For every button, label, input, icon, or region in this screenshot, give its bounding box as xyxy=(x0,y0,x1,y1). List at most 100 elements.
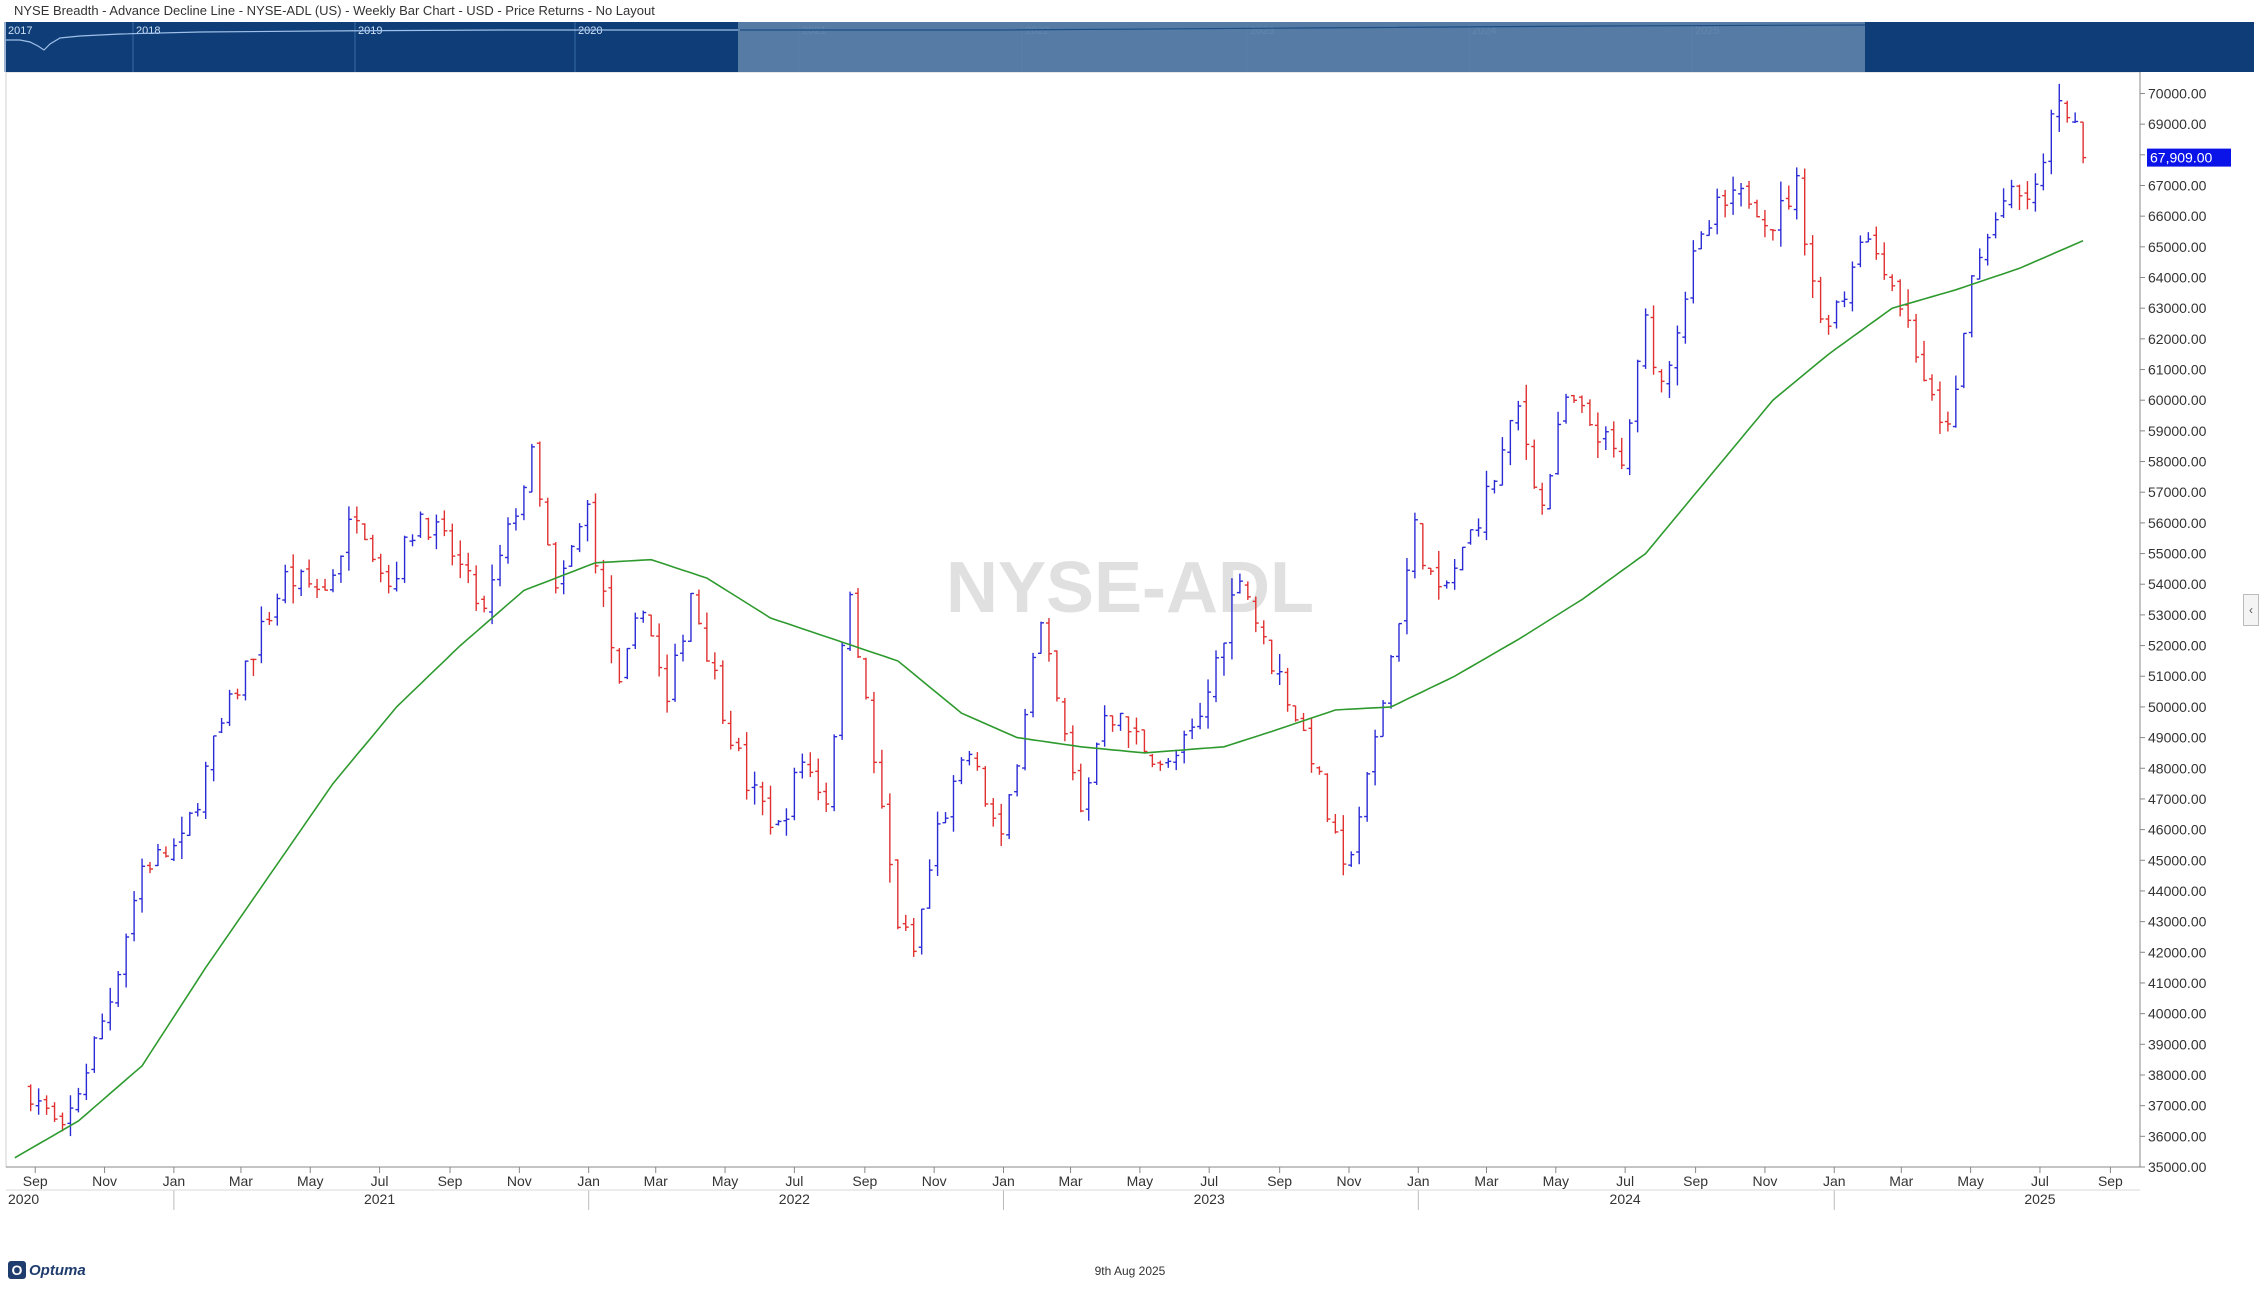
month-tick-label: May xyxy=(1957,1173,1983,1189)
y-tick-label: 46000.00 xyxy=(2148,822,2207,838)
ohlc-bar xyxy=(1865,232,1872,243)
ohlc-bar xyxy=(369,534,376,563)
ohlc-bar xyxy=(465,552,472,584)
ohlc-bar xyxy=(1690,240,1697,304)
ohlc-bar xyxy=(1395,622,1402,662)
y-tick-label: 48000.00 xyxy=(2148,760,2207,776)
ohlc-bar xyxy=(345,506,352,571)
ohlc-bar xyxy=(1594,412,1601,458)
ohlc-bar xyxy=(2040,153,2047,191)
ohlc-bar xyxy=(727,710,734,750)
ohlc-bar xyxy=(520,485,527,521)
ohlc-bar xyxy=(1658,369,1665,393)
month-tick-label: May xyxy=(1543,1173,1569,1189)
ohlc-bar xyxy=(1793,167,1800,220)
ohlc-bar xyxy=(1356,806,1363,865)
y-tick-label: 39000.00 xyxy=(2148,1036,2207,1052)
ohlc-bar xyxy=(115,971,122,1007)
month-tick-label: Nov xyxy=(922,1173,947,1189)
ohlc-bar xyxy=(656,623,663,677)
ohlc-bar xyxy=(234,688,241,700)
month-tick-label: Jul xyxy=(371,1173,389,1189)
y-tick-label: 53000.00 xyxy=(2148,607,2207,623)
ohlc-bar xyxy=(1714,188,1721,235)
month-tick-label: Jul xyxy=(1616,1173,1634,1189)
ohlc-bar xyxy=(1841,291,1848,308)
y-tick-label: 38000.00 xyxy=(2148,1067,2207,1083)
ohlc-bar xyxy=(1300,712,1307,732)
ohlc-bar xyxy=(417,511,424,538)
footer-date: 9th Aug 2025 xyxy=(1094,1264,1166,1278)
ohlc-bar xyxy=(1340,815,1347,876)
ohlc-bar xyxy=(1547,473,1554,510)
ohlc-bar xyxy=(1881,242,1888,280)
ohlc-bar xyxy=(791,767,798,821)
ohlc-bar xyxy=(743,732,750,800)
ohlc-bar xyxy=(67,1095,74,1137)
ohlc-bar xyxy=(528,443,535,493)
y-tick-label: 59000.00 xyxy=(2148,423,2207,439)
ohlc-bar xyxy=(2056,83,2063,132)
ohlc-bar xyxy=(1324,773,1331,823)
month-tick-label: Nov xyxy=(92,1173,117,1189)
month-tick-label: Nov xyxy=(507,1173,532,1189)
ohlc-bar xyxy=(1897,279,1904,317)
ohlc-bar xyxy=(170,838,177,862)
y-tick-label: 37000.00 xyxy=(2148,1098,2207,1114)
month-tick-label: Mar xyxy=(1474,1173,1498,1189)
ohlc-bar xyxy=(783,808,790,836)
moving-average-line xyxy=(14,239,2084,1159)
ohlc-bar xyxy=(1308,717,1315,773)
ohlc-bar xyxy=(1634,359,1641,433)
ohlc-bar xyxy=(123,933,130,988)
ohlc-bar xyxy=(1785,185,1792,210)
ohlc-bar xyxy=(258,606,265,664)
ohlc-bar xyxy=(1746,180,1753,209)
y-tick-label: 66000.00 xyxy=(2148,208,2207,224)
ohlc-bar xyxy=(1475,518,1482,537)
ohlc-bar xyxy=(2024,181,2031,210)
ohlc-bar xyxy=(966,750,973,766)
month-tick-label: Nov xyxy=(1752,1173,1777,1189)
ohlc-bar xyxy=(1777,181,1784,247)
ohlc-bar xyxy=(473,565,480,611)
ohlc-bar xyxy=(1570,394,1577,403)
ohlc-bar xyxy=(202,761,209,819)
ohlc-bar xyxy=(1650,305,1657,375)
ohlc-bar xyxy=(600,559,607,607)
ohlc-bar xyxy=(1030,652,1037,718)
y-tick-label: 69000.00 xyxy=(2148,116,2207,132)
ohlc-bar xyxy=(1738,182,1745,207)
ohlc-bar xyxy=(59,1112,66,1132)
ohlc-bar xyxy=(1467,529,1474,545)
month-tick-label: Jan xyxy=(992,1173,1015,1189)
ohlc-bar xyxy=(1014,764,1021,797)
y-tick-label: 35000.00 xyxy=(2148,1159,2207,1175)
ohlc-bar xyxy=(282,564,289,604)
ohlc-bar xyxy=(1268,639,1275,675)
price-chart[interactable]: NYSE-ADL 35000.00 36000.00 37000.00 38000.00… xyxy=(0,72,2260,1290)
month-tick-label: Mar xyxy=(229,1173,253,1189)
ohlc-bar xyxy=(735,737,742,752)
ohlc-bar xyxy=(1117,712,1124,731)
ohlc-bar xyxy=(1610,421,1617,458)
y-tick-label: 44000.00 xyxy=(2148,883,2207,899)
ohlc-bar xyxy=(1165,758,1172,768)
ohlc-bar xyxy=(1109,715,1116,732)
ohlc-bar xyxy=(1555,411,1562,475)
ohlc-bar xyxy=(1125,716,1132,749)
ohlc-bar xyxy=(1181,730,1188,764)
ohlc-bar xyxy=(1403,558,1410,635)
ohlc-bar xyxy=(1372,729,1379,786)
year-tick-label: 2020 xyxy=(8,1191,39,1207)
ohlc-bar xyxy=(799,753,806,779)
y-tick-label: 36000.00 xyxy=(2148,1128,2207,1144)
month-tick-label: Nov xyxy=(1337,1173,1362,1189)
ohlc-bar xyxy=(998,803,1005,847)
ohlc-bar xyxy=(2064,100,2071,123)
y-tick-label: 58000.00 xyxy=(2148,454,2207,470)
month-tick-label: Sep xyxy=(1267,1173,1292,1189)
chevron-left-icon[interactable]: ‹ xyxy=(2243,594,2259,626)
ohlc-bar xyxy=(1825,314,1832,335)
navigator-overview[interactable]: 201720182019202020212022202320242025 xyxy=(0,22,2260,72)
